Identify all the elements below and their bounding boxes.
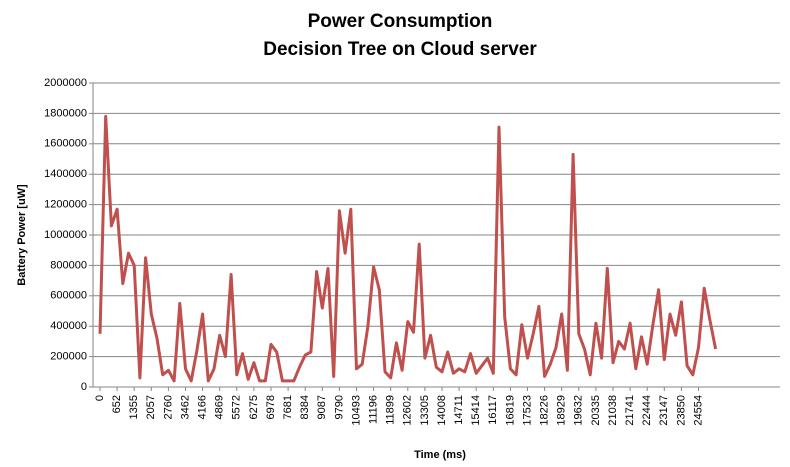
x-tick-label: 4166 — [197, 395, 209, 419]
data-line — [98, 114, 718, 383]
y-tick-label: 1600000 — [44, 138, 87, 150]
x-tick-label: 6978 — [265, 395, 277, 419]
x-tick-label: 5572 — [231, 395, 243, 419]
x-tick-label: 21741 — [624, 395, 636, 426]
x-tick-label: 10493 — [350, 395, 362, 426]
x-tick-label: 0 — [94, 395, 106, 401]
chart-subtitle: Decision Tree on Cloud server — [263, 39, 537, 60]
x-tick-label: 12602 — [402, 395, 414, 426]
y-axis-title: Battery Power [uW] — [16, 184, 28, 286]
x-tick-label: 652 — [111, 395, 123, 413]
x-tick-label: 24554 — [692, 395, 704, 426]
x-tick-label: 15414 — [470, 395, 482, 426]
x-tick-label: 8384 — [299, 395, 311, 419]
x-tick-label: 22444 — [641, 395, 653, 426]
y-tick-label: 400000 — [50, 320, 87, 332]
x-tick-label: 11196 — [368, 395, 380, 424]
x-tick-label: 17523 — [521, 395, 533, 426]
y-tick-label: 200000 — [50, 351, 87, 363]
x-tick-label: 11899 — [385, 395, 397, 425]
x-tick-label: 3462 — [179, 395, 191, 419]
x-tick-label: 16819 — [504, 395, 516, 426]
y-tick-label: 1800000 — [44, 107, 87, 119]
x-tick-label: 2057 — [145, 395, 157, 419]
y-tick-label: 1200000 — [44, 199, 87, 211]
x-tick-label: 21038 — [607, 395, 619, 426]
x-tick-label: 13305 — [419, 395, 431, 426]
x-tick-label: 16117 — [487, 395, 499, 425]
x-tick-label: 1355 — [128, 395, 140, 419]
x-tick-label: 18226 — [539, 395, 551, 426]
y-tick-label: 600000 — [50, 290, 87, 302]
x-tick-label: 19632 — [573, 395, 585, 426]
x-tick-label: 23850 — [675, 395, 687, 426]
x-tick-label: 23147 — [658, 395, 670, 426]
x-tick-label: 9087 — [316, 395, 328, 419]
y-tick-label: 1000000 — [44, 229, 87, 241]
chart-title: Power Consumption — [308, 11, 493, 32]
x-tick-label: 14008 — [436, 395, 448, 426]
y-tick-label: 800000 — [50, 259, 87, 271]
x-tick-label: 14711 — [453, 395, 465, 425]
x-axis-title: Time (ms) — [414, 449, 466, 461]
x-tick-label: 18929 — [556, 395, 568, 426]
x-tick-label: 20335 — [590, 395, 602, 426]
y-tick-label: 1400000 — [44, 168, 87, 180]
x-tick-label: 7681 — [282, 395, 294, 419]
y-tick-label: 0 — [81, 381, 87, 393]
x-tick-label: 4869 — [214, 395, 226, 419]
x-tick-label: 2760 — [162, 395, 174, 419]
x-tick-label: 6275 — [248, 395, 260, 419]
x-tick-label: 9790 — [333, 395, 345, 419]
y-tick-label: 2000000 — [44, 77, 87, 89]
